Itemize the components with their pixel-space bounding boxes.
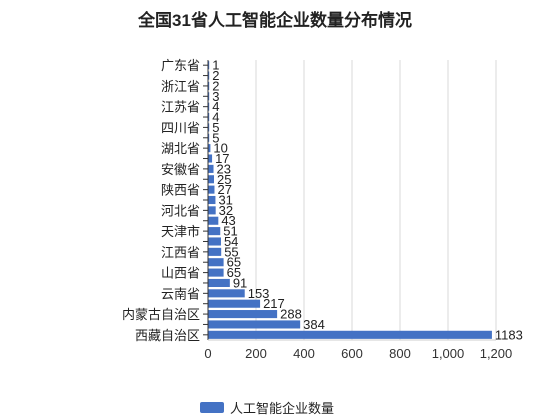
bar (208, 185, 215, 194)
bars (208, 61, 492, 339)
data-label: 4 (212, 110, 219, 125)
bar (208, 258, 224, 267)
data-label: 25 (217, 172, 231, 187)
data-label: 5 (212, 130, 219, 145)
bar (208, 133, 210, 142)
y-tick-label: 陕西省 (161, 183, 200, 198)
x-tick-label: 200 (245, 346, 267, 361)
bar (208, 144, 211, 153)
bar (208, 102, 210, 111)
bar (208, 164, 214, 173)
data-label: 51 (223, 224, 237, 239)
x-tick-label: 1,200 (480, 346, 513, 361)
data-label: 1183 (495, 327, 523, 342)
legend[interactable]: 人工智能企业数量 (200, 398, 334, 417)
data-label: 5 (212, 120, 219, 135)
y-tick-label: 四川省 (161, 120, 200, 135)
bar (208, 330, 492, 339)
bar (208, 61, 210, 70)
bar (208, 278, 230, 288)
data-label: 27 (217, 182, 231, 197)
data-label: 288 (280, 307, 302, 322)
grid-lines (255, 60, 497, 340)
bar (208, 154, 213, 163)
value-labels: 1223445510172325273132435154556565911532… (212, 58, 523, 343)
bar (208, 71, 210, 80)
data-label: 10 (213, 141, 227, 156)
data-label: 3 (212, 89, 219, 104)
bar (208, 112, 210, 122)
data-label: 1 (212, 58, 219, 73)
bar (208, 247, 222, 256)
bar (208, 320, 301, 329)
y-tick-label: 江苏省 (161, 100, 200, 115)
x-tick-label: 800 (389, 346, 411, 361)
x-tick-label: 0 (204, 346, 211, 361)
data-label: 4 (212, 99, 219, 114)
data-label: 17 (215, 151, 229, 166)
y-tick-label: 湖北省 (161, 141, 200, 156)
bar (208, 175, 214, 184)
bar (208, 268, 224, 277)
bar (208, 92, 210, 101)
bar (208, 81, 210, 90)
legend-swatch (200, 402, 224, 413)
y-tick-label: 西藏自治区 (135, 328, 200, 343)
data-label: 65 (227, 265, 241, 280)
data-label: 217 (263, 296, 285, 311)
bar (208, 216, 219, 225)
data-label: 384 (303, 317, 325, 332)
y-tick-label: 山西省 (161, 266, 200, 281)
bar (208, 299, 261, 308)
data-label: 2 (212, 78, 219, 93)
data-label: 43 (221, 213, 235, 228)
x-tick-label: 1,000 (432, 346, 465, 361)
bar (208, 227, 221, 236)
bar (208, 237, 221, 246)
data-label: 32 (219, 203, 233, 218)
data-label: 54 (224, 234, 238, 249)
y-tick-label: 天津市 (161, 224, 200, 239)
y-tick-label: 江西省 (161, 245, 200, 260)
y-tick-label: 安徽省 (161, 162, 200, 177)
data-label: 23 (217, 161, 231, 176)
bar (208, 195, 216, 205)
bar (208, 310, 278, 319)
data-label: 91 (233, 275, 247, 290)
axes: 0 200 400 600 800 1,000 1,200 广东省浙江省江苏省四川省湖北省安徽… (122, 58, 512, 361)
x-tick-label: 400 (293, 346, 315, 361)
y-tick-label: 河北省 (161, 203, 200, 218)
bar (208, 206, 216, 215)
y-tick-label: 内蒙古自治区 (122, 307, 200, 322)
legend-label: 人工智能企业数量 (230, 401, 335, 416)
data-label: 2 (212, 68, 219, 83)
x-tick-label: 600 (341, 346, 363, 361)
y-tick-label: 浙江省 (161, 79, 200, 94)
bar (208, 123, 210, 132)
data-label: 65 (227, 255, 241, 270)
data-label: 31 (218, 193, 232, 208)
bar (208, 289, 245, 298)
y-tick-label: 云南省 (161, 286, 200, 301)
y-tick-label: 广东省 (161, 58, 200, 73)
chart-title: 全国31省人工智能企业数量分布情况 (138, 11, 412, 30)
data-label: 55 (224, 244, 238, 259)
data-label: 153 (248, 286, 270, 301)
